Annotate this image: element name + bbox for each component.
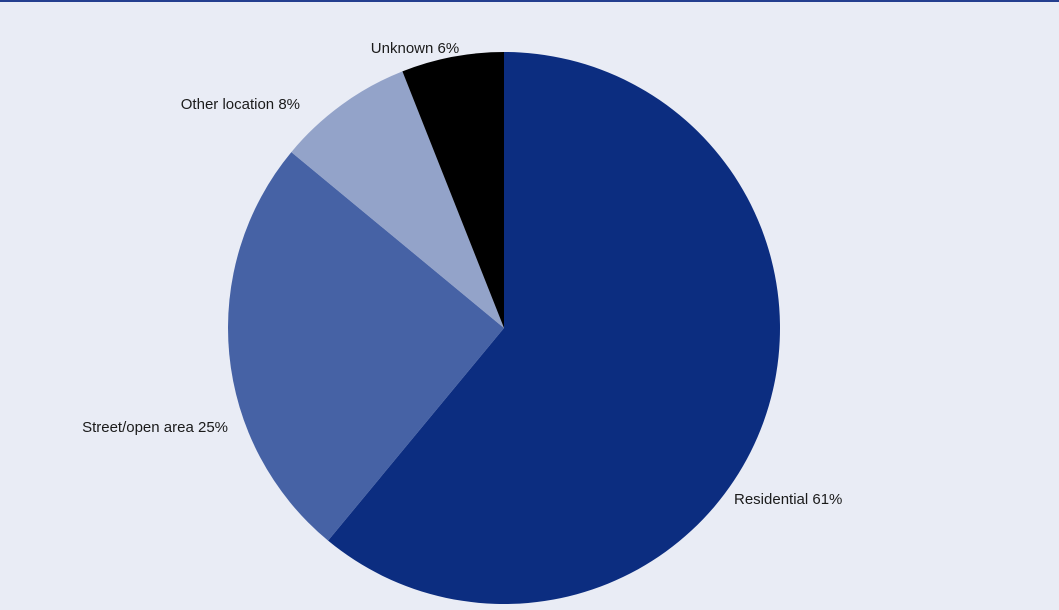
- slice-label-residential: Residential 61%: [734, 491, 842, 508]
- slice-label-unknown: Unknown 6%: [371, 40, 459, 57]
- pie-labels: Residential 61% Street/open area 25% Other…: [82, 40, 842, 508]
- slice-label-other-location: Other location 8%: [181, 96, 300, 113]
- pie-slice-other-location: [291, 71, 504, 328]
- slice-label-street-open-area: Street/open area 25%: [82, 419, 228, 436]
- pie-slice-unknown: [402, 52, 504, 328]
- pie-slice-residential: [328, 52, 781, 604]
- pie-slices: [228, 52, 781, 604]
- pie-slice-street-open-area: [228, 152, 504, 541]
